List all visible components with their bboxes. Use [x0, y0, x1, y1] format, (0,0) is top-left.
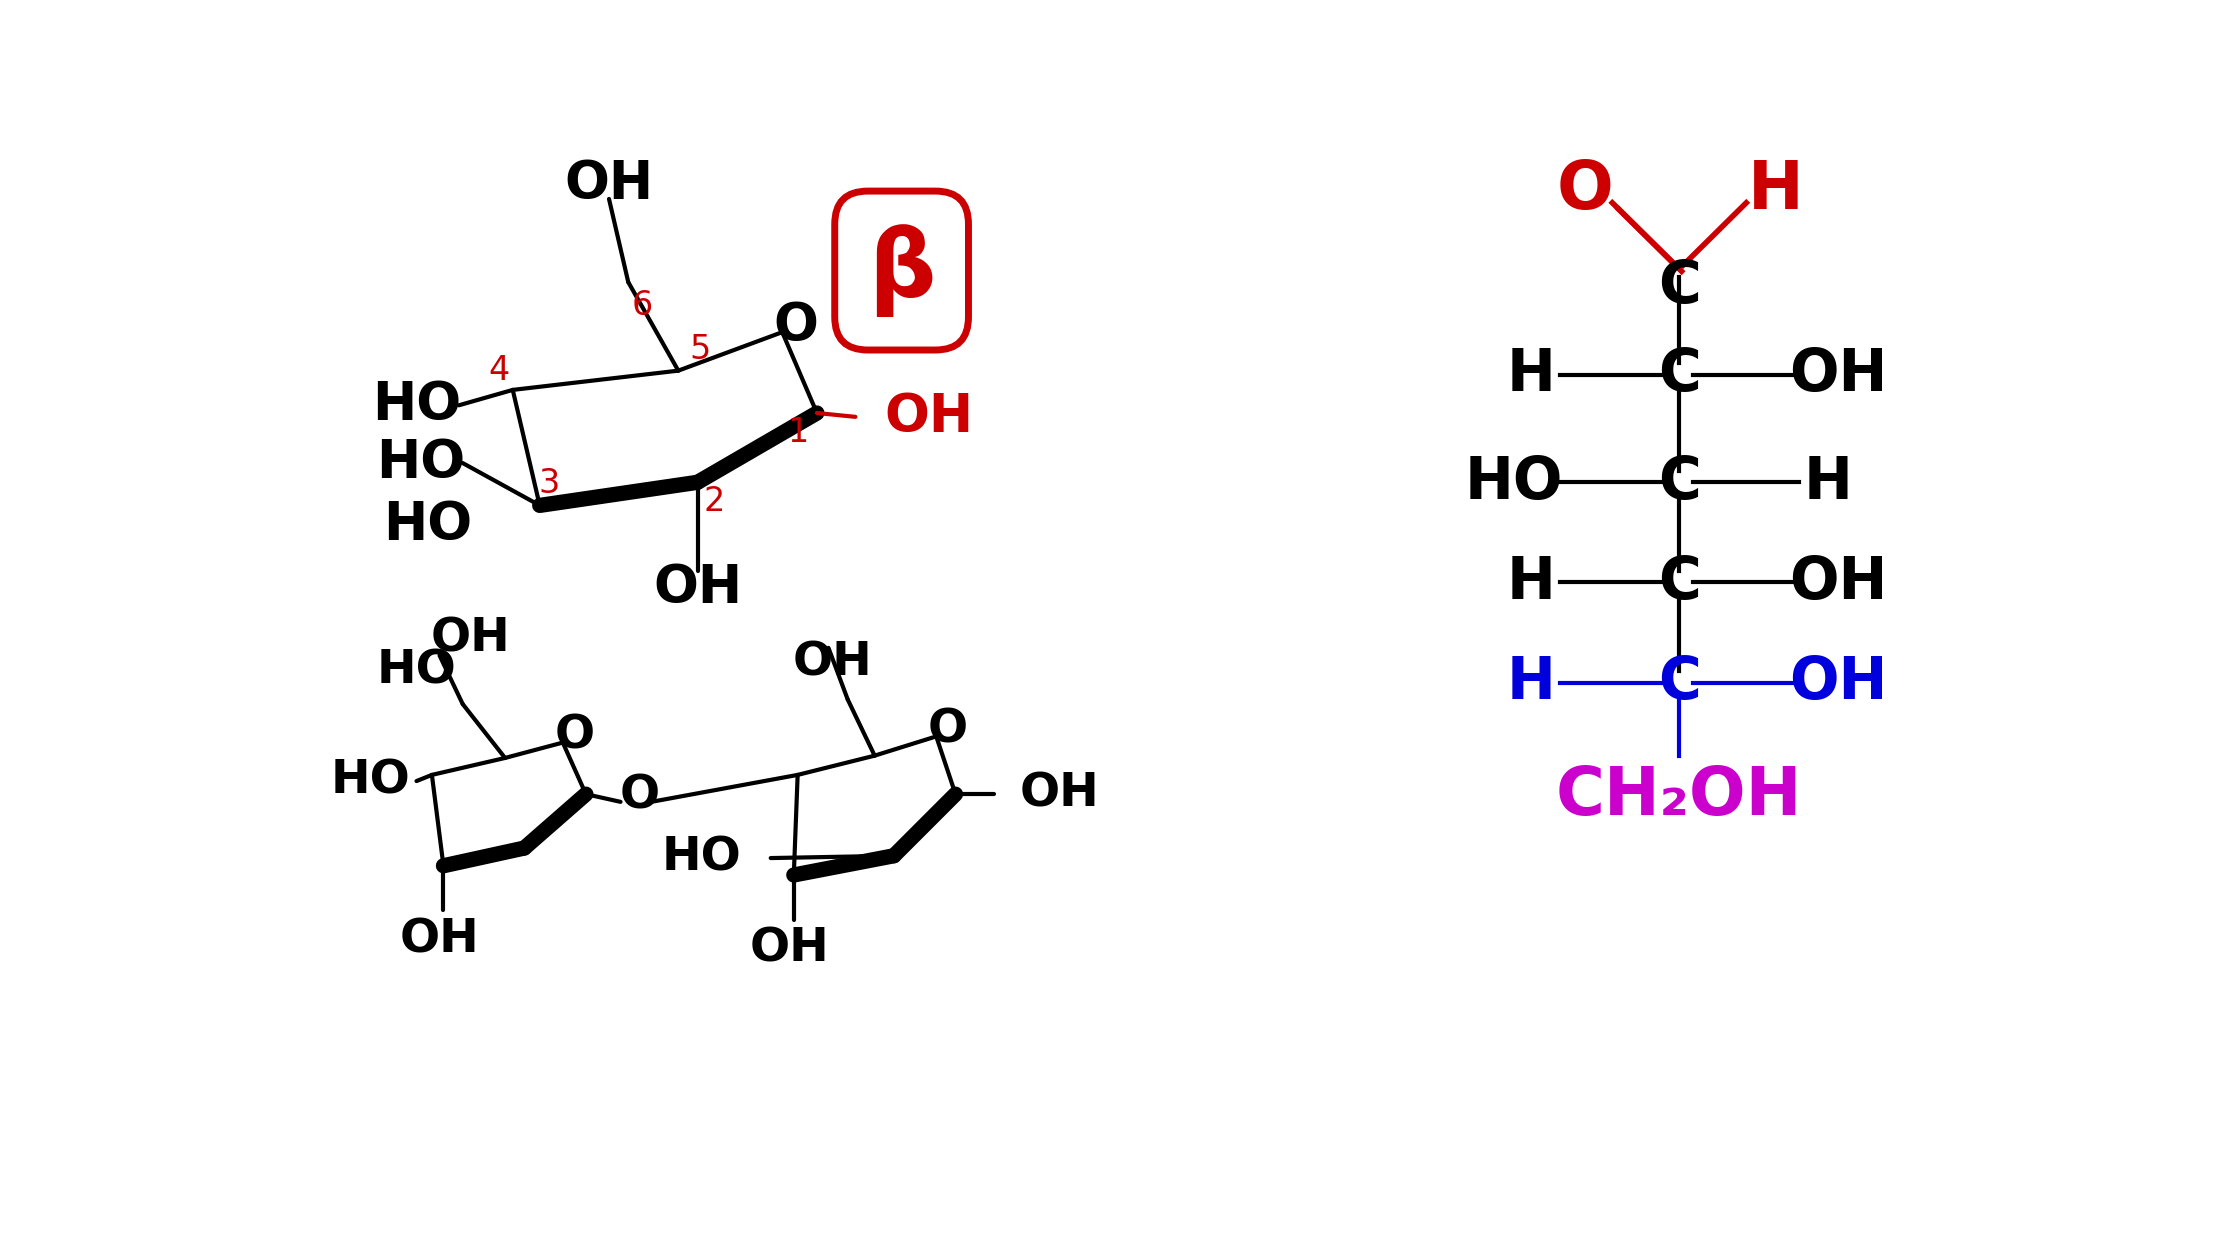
- Text: OH: OH: [750, 926, 829, 971]
- Text: 4: 4: [488, 354, 508, 387]
- Text: HO: HO: [1465, 454, 1564, 510]
- Text: O: O: [927, 708, 968, 752]
- Text: CH₂OH: CH₂OH: [1557, 764, 1803, 829]
- Text: C: C: [1658, 454, 1700, 510]
- Text: C: C: [1658, 346, 1700, 403]
- Text: OH: OH: [1790, 346, 1888, 403]
- Text: OH: OH: [1790, 554, 1888, 611]
- Text: OH: OH: [885, 391, 972, 442]
- Text: H: H: [1747, 156, 1803, 223]
- Text: OH: OH: [1019, 771, 1100, 816]
- Text: HO: HO: [383, 499, 473, 551]
- Text: OH: OH: [1790, 654, 1888, 711]
- Text: OH: OH: [399, 919, 479, 963]
- Text: β: β: [867, 224, 936, 318]
- Text: O: O: [553, 714, 594, 759]
- Text: H: H: [1505, 654, 1555, 711]
- Text: C: C: [1658, 654, 1700, 711]
- Text: 3: 3: [538, 467, 560, 500]
- Text: O: O: [773, 300, 818, 352]
- Text: O: O: [1557, 156, 1613, 223]
- Text: OH: OH: [430, 616, 511, 662]
- Text: OH: OH: [793, 641, 871, 685]
- Text: HO: HO: [661, 835, 741, 881]
- Text: HO: HO: [376, 437, 466, 489]
- Text: HO: HO: [332, 759, 410, 804]
- Text: OH: OH: [564, 158, 654, 209]
- Text: OH: OH: [654, 562, 741, 614]
- Text: 1: 1: [786, 416, 809, 449]
- Text: C: C: [1658, 258, 1700, 315]
- Text: HO: HO: [372, 379, 461, 431]
- Text: 5: 5: [690, 333, 710, 365]
- Text: H: H: [1505, 554, 1555, 611]
- Text: 6: 6: [632, 289, 652, 321]
- Text: HO: HO: [376, 649, 457, 693]
- Text: 2: 2: [703, 485, 726, 518]
- Text: H: H: [1803, 454, 1852, 510]
- Text: O: O: [620, 774, 661, 818]
- Text: C: C: [1658, 554, 1700, 611]
- Text: H: H: [1505, 346, 1555, 403]
